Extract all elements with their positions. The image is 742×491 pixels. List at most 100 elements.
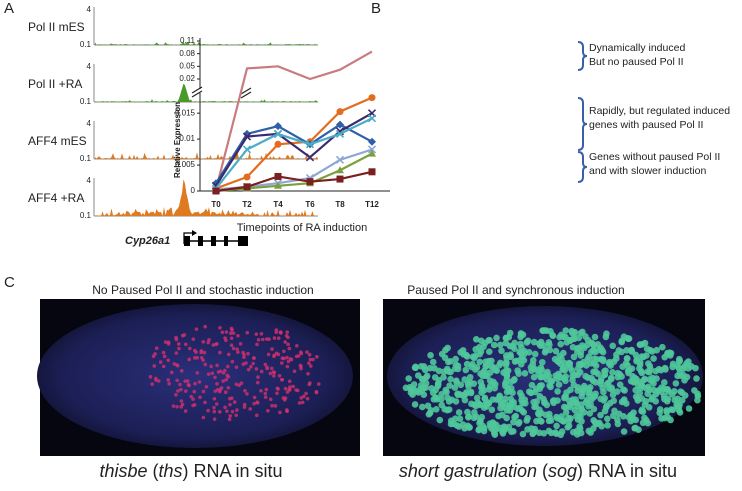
series-line — [215, 117, 373, 190]
panel-letter: A — [4, 0, 14, 17]
dot — [272, 336, 277, 340]
dot — [235, 408, 239, 412]
dot — [216, 370, 221, 374]
dot — [266, 352, 271, 357]
point — [336, 120, 344, 129]
dot — [511, 339, 518, 347]
image-title: No Paused Pol II and stochastic inductio… — [92, 283, 313, 297]
dot — [462, 366, 470, 374]
dot — [663, 397, 671, 405]
dot — [276, 336, 281, 341]
image-title: Paused Pol II and synchronous induction — [407, 283, 624, 297]
dot — [255, 400, 259, 404]
dot — [255, 380, 260, 385]
dot — [281, 396, 286, 400]
dot — [533, 398, 541, 405]
dot — [477, 370, 484, 377]
dot — [229, 343, 234, 348]
x-tick-label: T4 — [273, 200, 283, 209]
dot — [532, 388, 539, 396]
dot — [549, 331, 556, 339]
dot — [425, 411, 433, 418]
tss-head — [192, 230, 197, 236]
dot — [614, 369, 622, 377]
dot — [263, 362, 268, 367]
embryo — [37, 304, 353, 448]
dot — [574, 384, 582, 391]
dot — [607, 362, 614, 369]
dot — [176, 389, 180, 393]
caption-part: ) RNA in situ — [577, 461, 677, 481]
dot — [468, 363, 475, 371]
exon — [238, 236, 248, 246]
dot — [505, 423, 513, 431]
dot — [206, 372, 211, 376]
dot — [644, 383, 652, 391]
dot — [486, 386, 493, 393]
annotation: genes with paused Pol II — [589, 119, 703, 131]
dot — [491, 381, 499, 388]
dot — [201, 389, 206, 394]
dot — [278, 410, 282, 415]
dot — [307, 382, 312, 387]
dot — [444, 358, 452, 366]
point — [306, 178, 314, 186]
dot — [464, 408, 471, 416]
dot — [536, 385, 544, 392]
dot — [270, 403, 274, 408]
dot — [486, 336, 493, 344]
x-tick-label: T12 — [365, 200, 379, 209]
dot — [187, 357, 192, 362]
dot — [241, 362, 246, 366]
dot — [618, 338, 626, 346]
dot — [194, 327, 199, 331]
dot — [433, 394, 440, 402]
dot — [228, 402, 232, 407]
panel-letter: B — [371, 0, 381, 17]
dot — [461, 396, 469, 404]
dot — [665, 388, 672, 395]
exon — [211, 236, 216, 246]
dot — [223, 405, 227, 410]
dot — [518, 392, 525, 400]
dot — [510, 377, 518, 384]
dot — [307, 352, 312, 357]
dot — [305, 396, 310, 401]
dot — [557, 360, 564, 368]
dot — [604, 422, 611, 429]
dot — [452, 355, 459, 363]
dot — [268, 397, 273, 402]
dot — [234, 382, 239, 387]
dot — [289, 357, 294, 362]
dot — [229, 396, 234, 401]
point — [243, 173, 251, 181]
panel-letter: C — [4, 274, 15, 291]
dot — [304, 391, 308, 396]
dot — [497, 359, 504, 367]
dot — [176, 342, 181, 346]
dot — [669, 363, 676, 371]
dot — [574, 348, 581, 356]
dot — [166, 378, 171, 382]
dot — [288, 385, 292, 389]
dot — [315, 355, 319, 359]
dot — [285, 409, 289, 414]
dot — [570, 335, 577, 342]
track-scale: 0.1 — [80, 97, 92, 106]
dot — [603, 402, 611, 410]
x-tick-label: T6 — [305, 200, 315, 209]
dot — [436, 416, 444, 424]
track-label: AFF4 mES — [28, 134, 87, 148]
dot — [480, 343, 487, 351]
dot — [270, 366, 274, 371]
dot — [542, 347, 549, 354]
dot — [287, 379, 292, 384]
dot — [263, 391, 268, 396]
dot — [154, 346, 159, 351]
dot — [309, 364, 313, 368]
series-line — [215, 112, 373, 187]
dot — [678, 389, 686, 397]
dot — [280, 356, 285, 360]
dot — [212, 417, 217, 421]
dot — [311, 357, 315, 362]
